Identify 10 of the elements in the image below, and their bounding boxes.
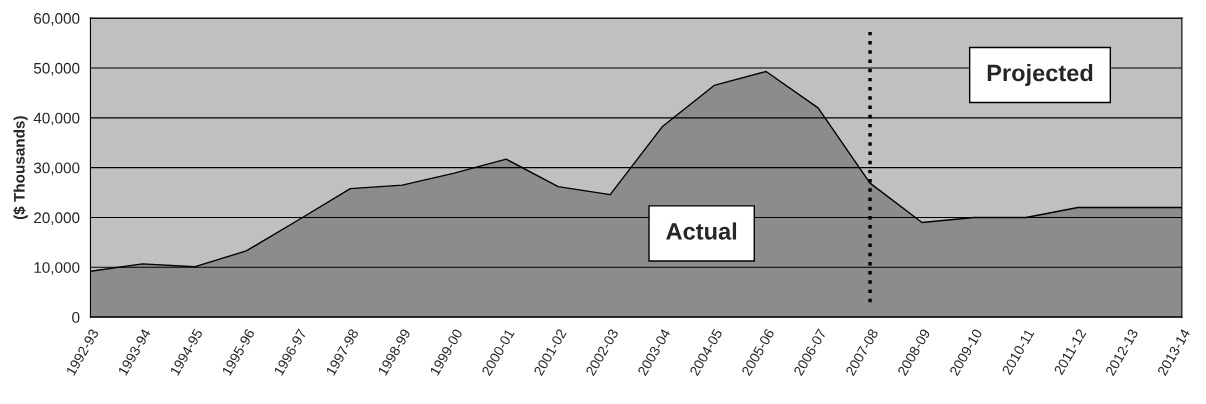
y-axis-title: ($ Thousands) [13,116,28,220]
annotation: Actual [666,222,737,240]
y-tick-label: 0 [72,312,80,323]
annotation: Projected [987,63,1093,86]
y-tick-label: 60,000 [34,13,80,26]
y-tick-label: 30,000 [33,162,80,176]
y-tick-label: 50,000 [33,62,80,76]
y-tick-label: 20,000 [34,212,80,225]
y-tick-label: 40,000 [33,112,80,126]
y-tick-label: 10,000 [34,262,80,275]
